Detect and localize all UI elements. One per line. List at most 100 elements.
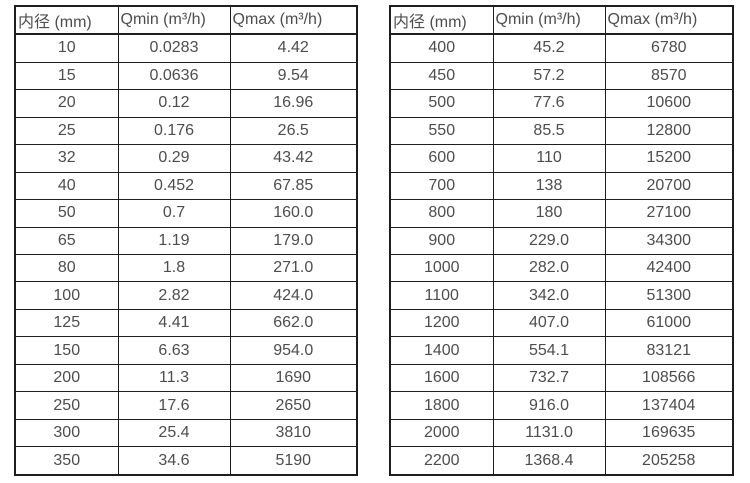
- header-row: 内径 (mm) Qmin (m³/h) Qmax (m³/h): [389, 5, 734, 35]
- table-row: 80 1.8 271.0: [14, 253, 358, 283]
- table-cell: 1100: [389, 281, 494, 310]
- column-header: 内径 (mm): [389, 5, 494, 35]
- table-cell: 229.0: [492, 226, 606, 255]
- table-row: 1200 407.0 61000: [389, 308, 734, 338]
- table-cell: 34300: [604, 226, 734, 255]
- table-row: 450 57.2 8570: [389, 61, 734, 91]
- table-cell: 20: [14, 89, 119, 118]
- column-header: 内径 (mm): [14, 5, 119, 35]
- table-row: 25 0.176 26.5: [14, 116, 358, 146]
- table-cell: 1.8: [117, 253, 231, 283]
- table-row: 900 229.0 34300: [389, 226, 734, 255]
- table-cell: 1800: [389, 391, 494, 420]
- table-cell: 500: [389, 89, 494, 118]
- table-cell: 1000: [389, 253, 494, 283]
- table-cell: 954.0: [229, 336, 358, 365]
- table-cell: 77.6: [492, 89, 606, 118]
- table-cell: 271.0: [229, 253, 358, 283]
- table-cell: 6.63: [117, 336, 231, 365]
- table-cell: 51300: [604, 281, 734, 310]
- table-row: 350 34.6 5190: [14, 446, 358, 476]
- table-cell: 0.29: [117, 144, 231, 173]
- table-cell: 108566: [604, 363, 734, 393]
- table-row: 125 4.41 662.0: [14, 308, 358, 338]
- table-cell: 8570: [604, 61, 734, 91]
- table-row: 550 85.5 12800: [389, 116, 734, 146]
- table-cell: 6780: [604, 33, 734, 63]
- table-cell: 2200: [389, 446, 494, 476]
- table-cell: 15: [14, 61, 119, 91]
- table-cell: 61000: [604, 308, 734, 338]
- table-cell: 4.41: [117, 308, 231, 338]
- table-cell: 400: [389, 33, 494, 63]
- table-cell: 5190: [229, 446, 358, 476]
- table-row: 250 17.6 2650: [14, 391, 358, 420]
- table-cell: 160.0: [229, 199, 358, 228]
- table-cell: 450: [389, 61, 494, 91]
- table-cell: 80: [14, 253, 119, 283]
- table-cell: 916.0: [492, 391, 606, 420]
- table-row: 40 0.452 67.85: [14, 171, 358, 201]
- table-cell: 2000: [389, 418, 494, 448]
- table-cell: 20700: [604, 171, 734, 201]
- table-row: 300 25.4 3810: [14, 418, 358, 448]
- table-cell: 1.19: [117, 226, 231, 255]
- table-cell: 342.0: [492, 281, 606, 310]
- table-cell: 26.5: [229, 116, 358, 146]
- table-row: 2200 1368.4 205258: [389, 446, 734, 476]
- table-cell: 1600: [389, 363, 494, 393]
- table-row: 200 11.3 1690: [14, 363, 358, 393]
- table-cell: 600: [389, 144, 494, 173]
- table-cell: 3810: [229, 418, 358, 448]
- table-cell: 25.4: [117, 418, 231, 448]
- table-row: 700 138 20700: [389, 171, 734, 201]
- table-cell: 169635: [604, 418, 734, 448]
- flow-spec-table-small-diameters: 内径 (mm) Qmin (m³/h) Qmax (m³/h) 10 0.0283 4.…: [14, 5, 358, 476]
- table-cell: 2.82: [117, 281, 231, 310]
- table-cell: 110: [492, 144, 606, 173]
- table-row: 1800 916.0 137404: [389, 391, 734, 420]
- table-cell: 9.54: [229, 61, 358, 91]
- table-cell: 205258: [604, 446, 734, 476]
- table-cell: 424.0: [229, 281, 358, 310]
- table-cell: 100: [14, 281, 119, 310]
- column-header: Qmax (m³/h): [229, 5, 358, 35]
- table-cell: 10600: [604, 89, 734, 118]
- table-cell: 15200: [604, 144, 734, 173]
- table-row: 65 1.19 179.0: [14, 226, 358, 255]
- table-cell: 1131.0: [492, 418, 606, 448]
- table-cell: 0.176: [117, 116, 231, 146]
- table-cell: 1400: [389, 336, 494, 365]
- table-cell: 0.0636: [117, 61, 231, 91]
- table-cell: 0.12: [117, 89, 231, 118]
- table-cell: 27100: [604, 199, 734, 228]
- table-row: 32 0.29 43.42: [14, 144, 358, 173]
- table-cell: 282.0: [492, 253, 606, 283]
- table-cell: 1200: [389, 308, 494, 338]
- table-cell: 662.0: [229, 308, 358, 338]
- table-cell: 32: [14, 144, 119, 173]
- table-cell: 11.3: [117, 363, 231, 393]
- table-cell: 67.85: [229, 171, 358, 201]
- table-cell: 65: [14, 226, 119, 255]
- table-cell: 50: [14, 199, 119, 228]
- table-cell: 1368.4: [492, 446, 606, 476]
- column-header: Qmin (m³/h): [492, 5, 606, 35]
- table-cell: 0.0283: [117, 33, 231, 63]
- table-row: 20 0.12 16.96: [14, 89, 358, 118]
- table-cell: 40: [14, 171, 119, 201]
- table-cell: 17.6: [117, 391, 231, 420]
- table-cell: 42400: [604, 253, 734, 283]
- table-cell: 732.7: [492, 363, 606, 393]
- table-cell: 350: [14, 446, 119, 476]
- table-row: 800 180 27100: [389, 199, 734, 228]
- table-cell: 300: [14, 418, 119, 448]
- table-cell: 900: [389, 226, 494, 255]
- table-cell: 138: [492, 171, 606, 201]
- table-cell: 4.42: [229, 33, 358, 63]
- table-cell: 550: [389, 116, 494, 146]
- table-cell: 179.0: [229, 226, 358, 255]
- table-cell: 700: [389, 171, 494, 201]
- table-cell: 25: [14, 116, 119, 146]
- table-row: 500 77.6 10600: [389, 89, 734, 118]
